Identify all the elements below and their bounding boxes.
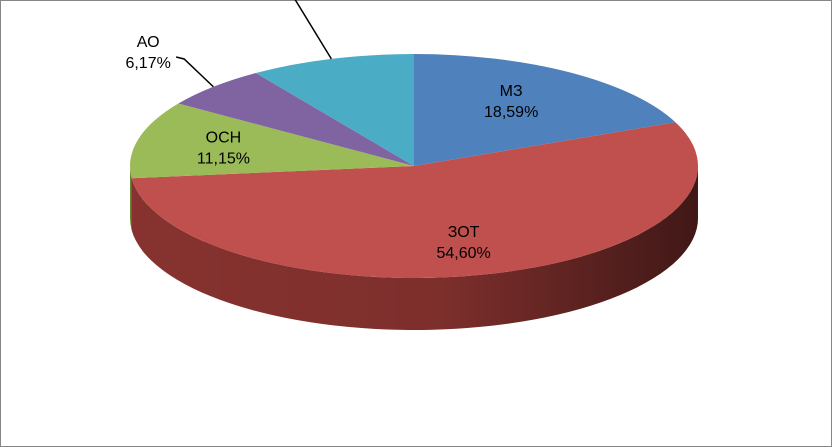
slice-label-value-мз: 18,59% <box>484 104 538 121</box>
data-labels: МЗ18,59%ЗОТ54,60%ОСН11,15%АО6,17%Прочие … <box>125 34 538 262</box>
slice-side-shade-осн <box>130 166 132 231</box>
slice-ао[interactable] <box>178 72 414 166</box>
leader-lines <box>175 0 332 88</box>
slice-side-shade-зот <box>131 166 698 331</box>
pie-sides <box>130 166 698 331</box>
slice-прочие-затраты[interactable] <box>255 54 414 166</box>
slice-мз[interactable] <box>414 54 676 166</box>
slice-label-name-мз: МЗ <box>500 83 523 100</box>
slice-label-name-ао: АО <box>137 34 160 51</box>
pie-slices <box>130 54 698 279</box>
slice-label-value-ао: 6,17% <box>125 55 170 72</box>
slice-label-value-осн: 11,15% <box>197 151 250 168</box>
slice-зот[interactable] <box>131 122 698 279</box>
slice-label-value-зот: 54,60% <box>436 245 490 262</box>
leader-line-ао <box>175 56 214 88</box>
slice-label-name-зот: ЗОТ <box>448 224 480 241</box>
slice-осн[interactable] <box>130 103 414 179</box>
leader-line-прочие-затраты <box>294 0 332 60</box>
slice-label-name-осн: ОСН <box>206 130 242 147</box>
